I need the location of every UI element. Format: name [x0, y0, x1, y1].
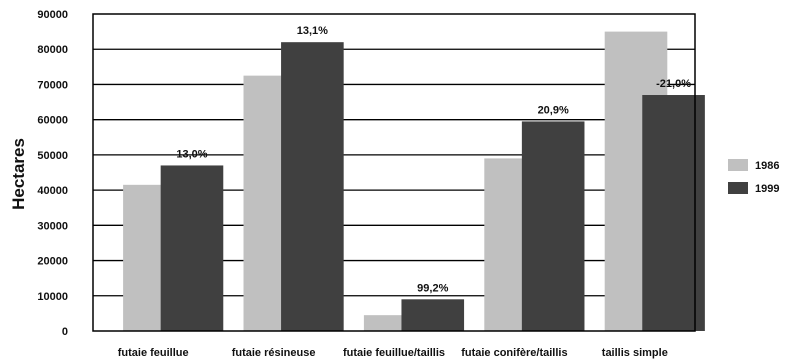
legend: 1986 1999	[728, 159, 779, 195]
data-label: 13,1%	[297, 25, 328, 37]
x-category-label: futaie feuillue	[118, 347, 189, 359]
legend-label: 1986	[755, 160, 779, 172]
x-category-label: futaie feuillue/taillis	[343, 347, 445, 359]
y-tick-label: 40000	[37, 185, 68, 197]
x-category-label: futaie conifère/taillis	[461, 347, 567, 359]
y-tick-label: 10000	[37, 291, 68, 303]
y-tick-label: 90000	[37, 9, 68, 21]
y-tick-label: 80000	[37, 44, 68, 56]
plot-frame	[92, 13, 696, 332]
y-tick-label: 50000	[37, 150, 68, 162]
legend-swatch-1999	[728, 182, 748, 194]
bar-1999-1	[281, 42, 344, 332]
y-tick-label: 30000	[37, 220, 68, 232]
data-label: 20,9%	[538, 104, 569, 116]
data-label: 13,0%	[176, 148, 207, 160]
y-axis-title: Hectares	[9, 138, 28, 210]
y-axis-ticks: 0 10000 20000 30000 40000 50000 60000 70000 8000…	[37, 9, 68, 338]
data-label: -21,0%	[656, 78, 691, 90]
y-tick-label: 70000	[37, 79, 68, 91]
bar-1999-0	[160, 165, 224, 331]
y-tick-label: 60000	[37, 115, 68, 127]
bars	[123, 31, 705, 332]
data-label: 99,2%	[417, 282, 448, 294]
x-category-label: futaie résineuse	[232, 347, 316, 359]
bar-1999-3	[521, 121, 585, 331]
y-tick-label: 0	[62, 326, 68, 338]
x-axis-labels: futaie feuillue futaie résineuse futaie fe…	[118, 347, 668, 359]
legend-swatch-1986	[728, 159, 748, 171]
bar-1999-2	[401, 299, 465, 331]
y-tick-label: 20000	[37, 256, 68, 268]
legend-label: 1999	[755, 183, 779, 195]
x-category-label: taillis simple	[602, 347, 668, 359]
data-labels: 13,0% 13,1% 99,2% 20,9% -21,0%	[176, 25, 691, 294]
